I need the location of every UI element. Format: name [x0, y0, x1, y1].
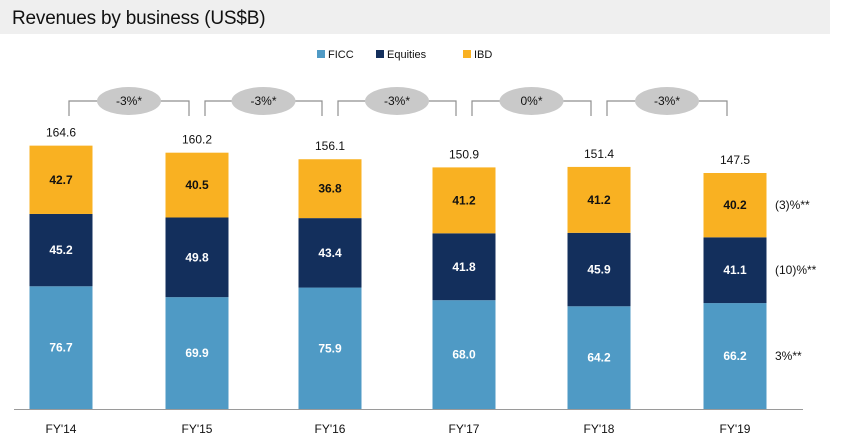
series-change-label-2: (3)%**	[775, 198, 810, 212]
bar-ibd-1	[165, 152, 229, 218]
value-label-ficc-4: 64.2	[587, 351, 611, 365]
bar-equities-0	[29, 213, 93, 287]
value-label-equities-5: 41.1	[723, 263, 747, 277]
bar-equities-3	[432, 233, 496, 301]
growth-label-2: -3%*	[384, 94, 410, 108]
bar-equities-1	[165, 217, 229, 298]
legend-swatch-equities	[376, 50, 384, 58]
bar-ficc-5	[703, 303, 767, 409]
legend-label-equities: Equities	[387, 49, 427, 61]
value-label-equities-4: 45.9	[587, 263, 611, 277]
growth-label-4: -3%*	[654, 94, 680, 108]
bar-equities-5	[703, 237, 767, 304]
series-change-label-1: (10)%**	[775, 263, 817, 277]
growth-badge-1	[231, 87, 296, 115]
bar-ibd-3	[432, 167, 496, 234]
total-label-2: 156.1	[315, 139, 345, 153]
bar-ficc-2	[298, 287, 362, 409]
x-tick-label-0: FY'14	[46, 422, 77, 436]
growth-badge-3	[499, 87, 564, 115]
total-label-5: 147.5	[720, 153, 750, 167]
bar-ficc-1	[165, 297, 229, 409]
value-label-ficc-2: 75.9	[318, 341, 342, 355]
value-label-equities-2: 43.4	[318, 246, 342, 260]
bar-equities-2	[298, 218, 362, 288]
growth-label-0: -3%*	[116, 94, 142, 108]
value-label-ficc-1: 69.9	[185, 346, 209, 360]
value-label-ficc-5: 66.2	[723, 349, 747, 363]
legend-label-ibd: IBD	[474, 49, 492, 61]
value-label-ficc-0: 76.7	[49, 341, 73, 355]
bar-equities-4	[567, 232, 631, 307]
bar-ibd-0	[29, 145, 93, 214]
x-tick-label-2: FY'16	[315, 422, 346, 436]
value-label-equities-3: 41.8	[452, 260, 476, 274]
bar-ibd-4	[567, 166, 631, 233]
legend-swatch-ibd	[463, 50, 471, 58]
legend-label-ficc: FICC	[328, 49, 354, 61]
x-tick-label-5: FY'19	[720, 422, 751, 436]
total-label-1: 160.2	[182, 133, 212, 147]
growth-badge-2	[365, 87, 429, 115]
chart-title: Revenues by business (US$B)	[12, 8, 266, 29]
value-label-ibd-1: 40.5	[185, 178, 209, 192]
value-label-ibd-4: 41.2	[587, 193, 611, 207]
bar-ibd-2	[298, 159, 362, 219]
value-label-ibd-5: 40.2	[723, 198, 747, 212]
growth-badge-4	[635, 87, 699, 115]
value-label-equities-0: 45.2	[49, 243, 73, 257]
growth-label-1: -3%*	[250, 94, 276, 108]
chart-header: Revenues by business (US$B)	[0, 0, 830, 34]
bar-ficc-0	[29, 286, 93, 409]
x-tick-label-3: FY'17	[449, 422, 480, 436]
growth-badge-0	[97, 87, 161, 115]
bar-ibd-5	[703, 173, 767, 238]
value-label-ibd-2: 36.8	[318, 182, 342, 196]
total-label-4: 151.4	[584, 147, 614, 161]
bar-ficc-4	[567, 306, 631, 409]
value-label-ibd-3: 41.2	[452, 193, 476, 207]
value-label-equities-1: 49.8	[185, 250, 209, 264]
value-label-ficc-3: 68.0	[452, 348, 476, 362]
total-label-0: 164.6	[46, 126, 76, 140]
legend-swatch-ficc	[317, 50, 325, 58]
x-tick-label-1: FY'15	[182, 422, 213, 436]
value-label-ibd-0: 42.7	[49, 173, 73, 187]
bar-ficc-3	[432, 300, 496, 409]
growth-label-3: 0%*	[520, 94, 542, 108]
total-label-3: 150.9	[449, 147, 479, 161]
x-tick-label-4: FY'18	[584, 422, 615, 436]
series-change-label-0: 3%**	[775, 349, 802, 363]
